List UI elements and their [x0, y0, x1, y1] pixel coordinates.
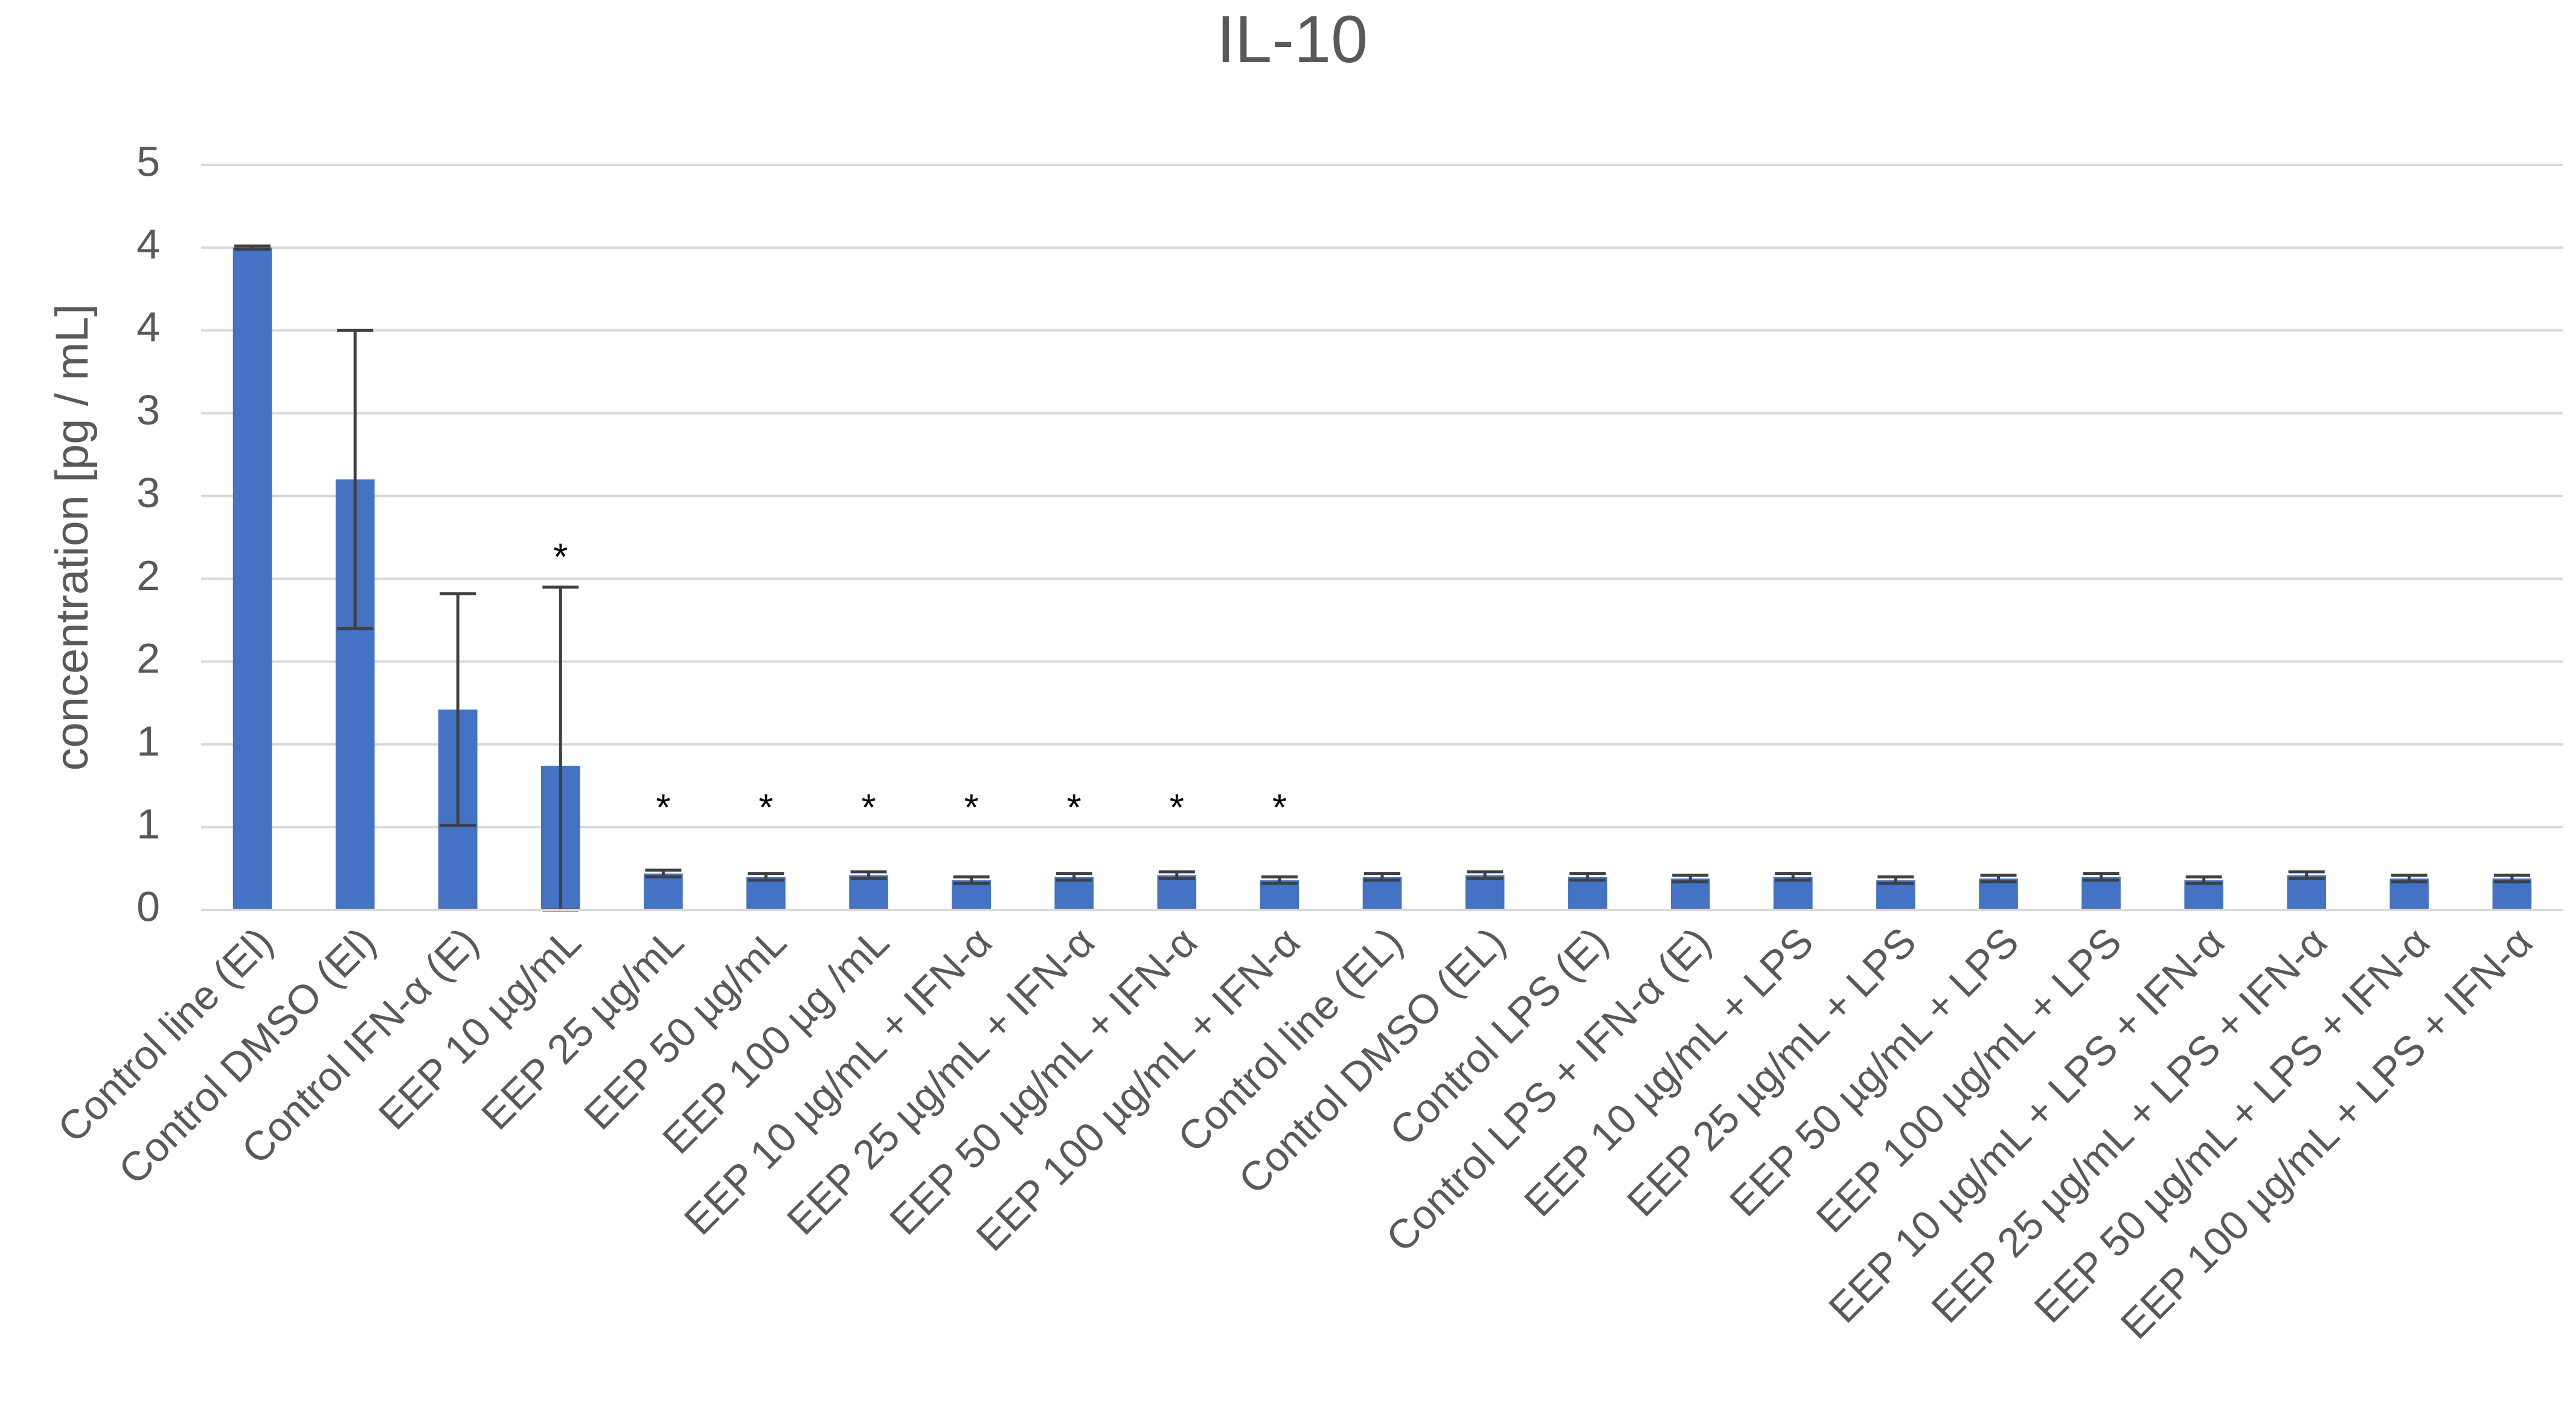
error-bar: [1158, 870, 1195, 880]
error-bar: [1467, 870, 1504, 880]
error-bar: [1261, 875, 1298, 885]
y-tick-label: 4: [136, 304, 160, 351]
bar: [2081, 877, 2121, 910]
error-bar: [953, 875, 990, 885]
bar: [232, 248, 272, 911]
y-tick-label: 3: [136, 469, 160, 516]
bar: [2184, 880, 2224, 910]
significance-mark: *: [1067, 787, 1081, 828]
error-bar: [234, 244, 271, 251]
bar: [1362, 877, 1402, 910]
bar: [1876, 880, 1915, 910]
error-bar: [2288, 870, 2325, 880]
bar: [1979, 878, 2018, 910]
error-bar: [2391, 873, 2427, 883]
error-bar: [645, 868, 682, 879]
significance-mark: *: [656, 787, 670, 828]
error-bar: [1569, 872, 1606, 882]
bar: [1568, 877, 1607, 910]
significance-mark: *: [964, 787, 979, 828]
y-tick-label: 2: [136, 635, 160, 682]
bar: [1157, 875, 1197, 910]
error-bar: [1980, 873, 2017, 883]
y-axis-title: concentration [pg / mL]: [46, 304, 98, 770]
significance-mark: *: [758, 787, 773, 828]
bar: [1670, 878, 1710, 910]
error-bar: [1877, 875, 1914, 885]
significance-mark: *: [861, 787, 876, 828]
error-bar: [2083, 872, 2119, 882]
bar: [849, 875, 888, 910]
chart-title: IL-10: [1217, 2, 1368, 77]
bar: [1260, 880, 1299, 910]
error-bar: [337, 328, 374, 630]
y-tick-label: 0: [136, 883, 160, 930]
error-bar: [1672, 873, 1709, 883]
y-tick-label: 1: [136, 717, 160, 764]
significance-mark: *: [1170, 787, 1184, 828]
y-tick-label: 1: [136, 800, 160, 847]
bar: [746, 877, 786, 910]
error-bar: [1364, 872, 1400, 882]
error-bar: [2493, 873, 2530, 883]
bar: [1054, 877, 1094, 910]
y-tick-label: 3: [136, 386, 160, 434]
bar: [952, 880, 991, 910]
error-bar: [440, 592, 476, 827]
error-bar: [1056, 872, 1092, 882]
bar: [2492, 878, 2532, 910]
bar: [644, 873, 683, 910]
bar: [1465, 875, 1505, 910]
y-tick-label: 2: [136, 552, 160, 599]
error-bar: [850, 870, 887, 880]
significance-mark: *: [553, 537, 568, 578]
bar: [2389, 878, 2429, 910]
bar: [1773, 877, 1813, 910]
y-tick-label: 5: [136, 138, 160, 185]
error-bar: [2185, 875, 2222, 885]
error-bar: [748, 872, 784, 882]
error-bar: [1775, 872, 1812, 882]
y-tick-label: 4: [136, 221, 160, 268]
bar: [2287, 875, 2327, 910]
significance-mark: *: [1272, 787, 1287, 828]
